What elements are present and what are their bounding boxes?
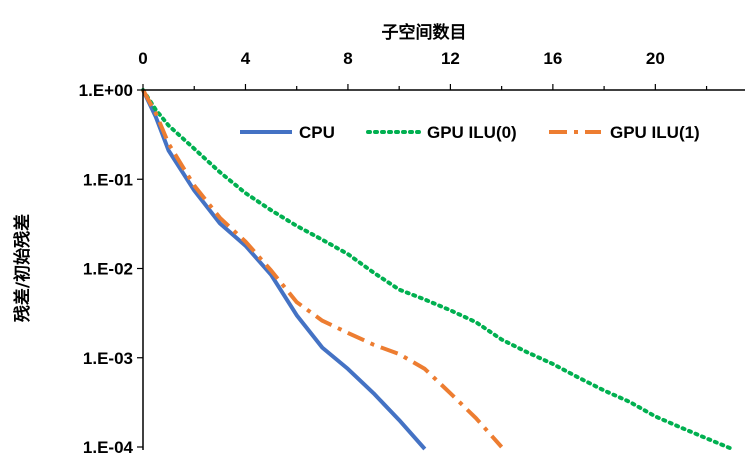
y-tick-label: 1.E-01 <box>83 170 133 189</box>
plot-lines <box>141 88 735 451</box>
x-tick-label: 16 <box>543 49 562 68</box>
x-tick-label: 12 <box>441 49 460 68</box>
y-tick-label: 1.E-04 <box>83 438 134 457</box>
legend-label-2: GPU ILU(1) <box>610 123 700 142</box>
legend-label-1: GPU ILU(0) <box>427 123 517 142</box>
x-tick-labels: 0 4 8 12 16 20 <box>138 49 665 68</box>
x-tick-label: 20 <box>646 49 665 68</box>
y-tick-label: 1.E+00 <box>79 81 133 100</box>
series-line-2 <box>141 89 504 449</box>
x-tick-label: 4 <box>241 49 251 68</box>
x-tick-label: 0 <box>138 49 147 68</box>
legend-label-0: CPU <box>299 123 335 142</box>
series-line-0 <box>141 89 427 451</box>
y-axis-title: 残差/初始残差 <box>12 214 33 322</box>
axes <box>137 84 745 450</box>
y-tick-label: 1.E-03 <box>83 349 133 368</box>
y-tick-label: 1.E-02 <box>83 260 133 279</box>
series-line-1 <box>141 88 735 451</box>
legend: CPU GPU ILU(0) GPU ILU(1) <box>240 123 700 142</box>
x-axis-title: 子空间数目 <box>382 22 467 43</box>
y-tick-labels: 1.E+00 1.E-01 1.E-02 1.E-03 1.E-04 <box>79 81 134 457</box>
x-tick-label: 8 <box>343 49 352 68</box>
